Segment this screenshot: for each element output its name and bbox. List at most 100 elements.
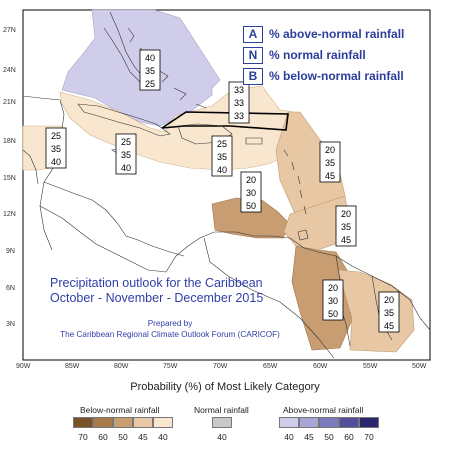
legend-swatch-above (359, 417, 379, 428)
prob-box-guyana: 20 30 50 (322, 279, 344, 321)
prob-above: 33 (234, 85, 244, 95)
prob-below: 45 (325, 171, 335, 181)
prob-above: 25 (121, 137, 131, 147)
lon-label: 90W (16, 363, 31, 370)
prob-below: 45 (341, 235, 351, 245)
zone-equal-chance (161, 111, 289, 131)
key-text-n: % normal rainfall (269, 48, 366, 62)
prob-below: 50 (328, 309, 338, 319)
legend-value-normal: 40 (217, 432, 227, 442)
prob-normal: 33 (234, 98, 244, 108)
prob-above: 25 (51, 131, 61, 141)
legend-value-above: 40 (284, 432, 294, 442)
prepared-line: Prepared by (147, 319, 193, 328)
key-letter-b: B (243, 67, 263, 85)
prob-box-bahamas: 40 35 25 (139, 49, 161, 91)
lon-label: 75W (163, 363, 178, 370)
map-title-line: October - November - December 2015 (50, 291, 264, 305)
key-text-b: % below-normal rainfall (269, 69, 404, 83)
prepared-by: Prepared by The Caribbean Regional Clima… (40, 318, 300, 340)
legend-swatch-above (319, 417, 339, 428)
key-row-below: B % below-normal rainfall (243, 67, 404, 85)
lat-label: 3N (6, 321, 15, 328)
legend-swatch-below (113, 417, 133, 428)
prob-below: 40 (217, 165, 227, 175)
legend-value-above: 45 (304, 432, 314, 442)
legend-value-below: 70 (78, 432, 88, 442)
prob-box-belize: 25 35 40 (45, 127, 67, 169)
prob-box-turks-caicos: 33 33 33 (228, 81, 250, 124)
legend-swatch-above (339, 417, 359, 428)
lat-label: 9N (6, 248, 15, 255)
prob-normal: 35 (341, 222, 351, 232)
lat-label: 18N (3, 138, 16, 145)
lon-label: 70W (213, 363, 228, 370)
legend-value-below: 60 (98, 432, 108, 442)
prob-normal: 30 (328, 296, 338, 306)
prob-below: 40 (51, 157, 61, 167)
prob-box-jamaica-cuba: 25 35 40 (115, 133, 137, 175)
lon-label: 50W (412, 363, 427, 370)
prob-box-suriname: 20 35 45 (378, 291, 400, 333)
category-key: A % above-normal rainfall N % normal rai… (243, 25, 450, 86)
prob-normal: 35 (384, 308, 394, 318)
prob-below: 33 (234, 111, 244, 121)
lat-label: 21N (3, 99, 16, 106)
zone-guyana (291, 245, 353, 351)
prob-below: 40 (121, 163, 131, 173)
prob-above: 20 (325, 145, 335, 155)
legend-swatch-below (73, 417, 93, 428)
lon-label: 60W (313, 363, 328, 370)
prob-box-leeward-islands: 20 35 45 (319, 141, 341, 183)
legend-swatch-above (279, 417, 299, 428)
prob-above: 40 (145, 53, 155, 63)
map-title-line: Precipitation outlook for the Caribbean (50, 276, 263, 290)
legend-above-label: Above-normal rainfall (283, 405, 364, 415)
prob-normal: 35 (217, 152, 227, 162)
lon-label: 65W (263, 363, 278, 370)
key-letter-a: A (243, 25, 263, 43)
key-text-a: % above-normal rainfall (269, 27, 405, 41)
legend-value-below: 50 (118, 432, 128, 442)
key-row-normal: N % normal rainfall (243, 46, 366, 64)
key-letter-n: N (243, 46, 263, 64)
legend-value-above: 50 (324, 432, 334, 442)
lat-label: 24N (3, 67, 16, 74)
legend-swatch-normal (212, 417, 232, 428)
legend-swatch-below (153, 417, 173, 428)
lat-label: 15N (3, 175, 16, 182)
lon-label: 80W (114, 363, 129, 370)
legend-swatch-above (299, 417, 319, 428)
prob-normal: 35 (325, 158, 335, 168)
legend-value-above: 70 (364, 432, 374, 442)
lat-label: 12N (3, 211, 16, 218)
legend-value-above: 60 (344, 432, 354, 442)
prob-below: 45 (384, 321, 394, 331)
lon-label: 55W (363, 363, 378, 370)
legend-value-below: 45 (138, 432, 148, 442)
prob-box-abc-islands: 20 30 50 (240, 171, 262, 213)
prob-box-hispaniola: 25 35 40 (211, 135, 233, 177)
legend-below-label: Below-normal rainfall (80, 405, 160, 415)
prob-above: 20 (328, 283, 338, 293)
prob-normal: 35 (145, 66, 155, 76)
prob-box-windward-islands: 20 35 45 (335, 205, 357, 247)
prob-above: 20 (341, 209, 351, 219)
prob-above: 20 (384, 295, 394, 305)
prob-above: 20 (246, 175, 256, 185)
key-row-above: A % above-normal rainfall (243, 25, 405, 43)
prob-normal: 35 (51, 144, 61, 154)
legend-title: Probability (%) of Most Likely Category (130, 381, 320, 393)
lat-label: 6N (6, 285, 15, 292)
prob-normal: 35 (121, 150, 131, 160)
prob-above: 25 (217, 139, 227, 149)
prob-normal: 30 (246, 188, 256, 198)
coastlines (22, 11, 431, 359)
legend-swatch-below (93, 417, 113, 428)
prob-below: 50 (246, 201, 256, 211)
legend-normal-label: Normal rainfall (194, 405, 249, 415)
legend-value-below: 40 (158, 432, 168, 442)
lat-label: 27N (3, 27, 16, 34)
map-title: Precipitation outlook for the Caribbean … (50, 276, 310, 306)
